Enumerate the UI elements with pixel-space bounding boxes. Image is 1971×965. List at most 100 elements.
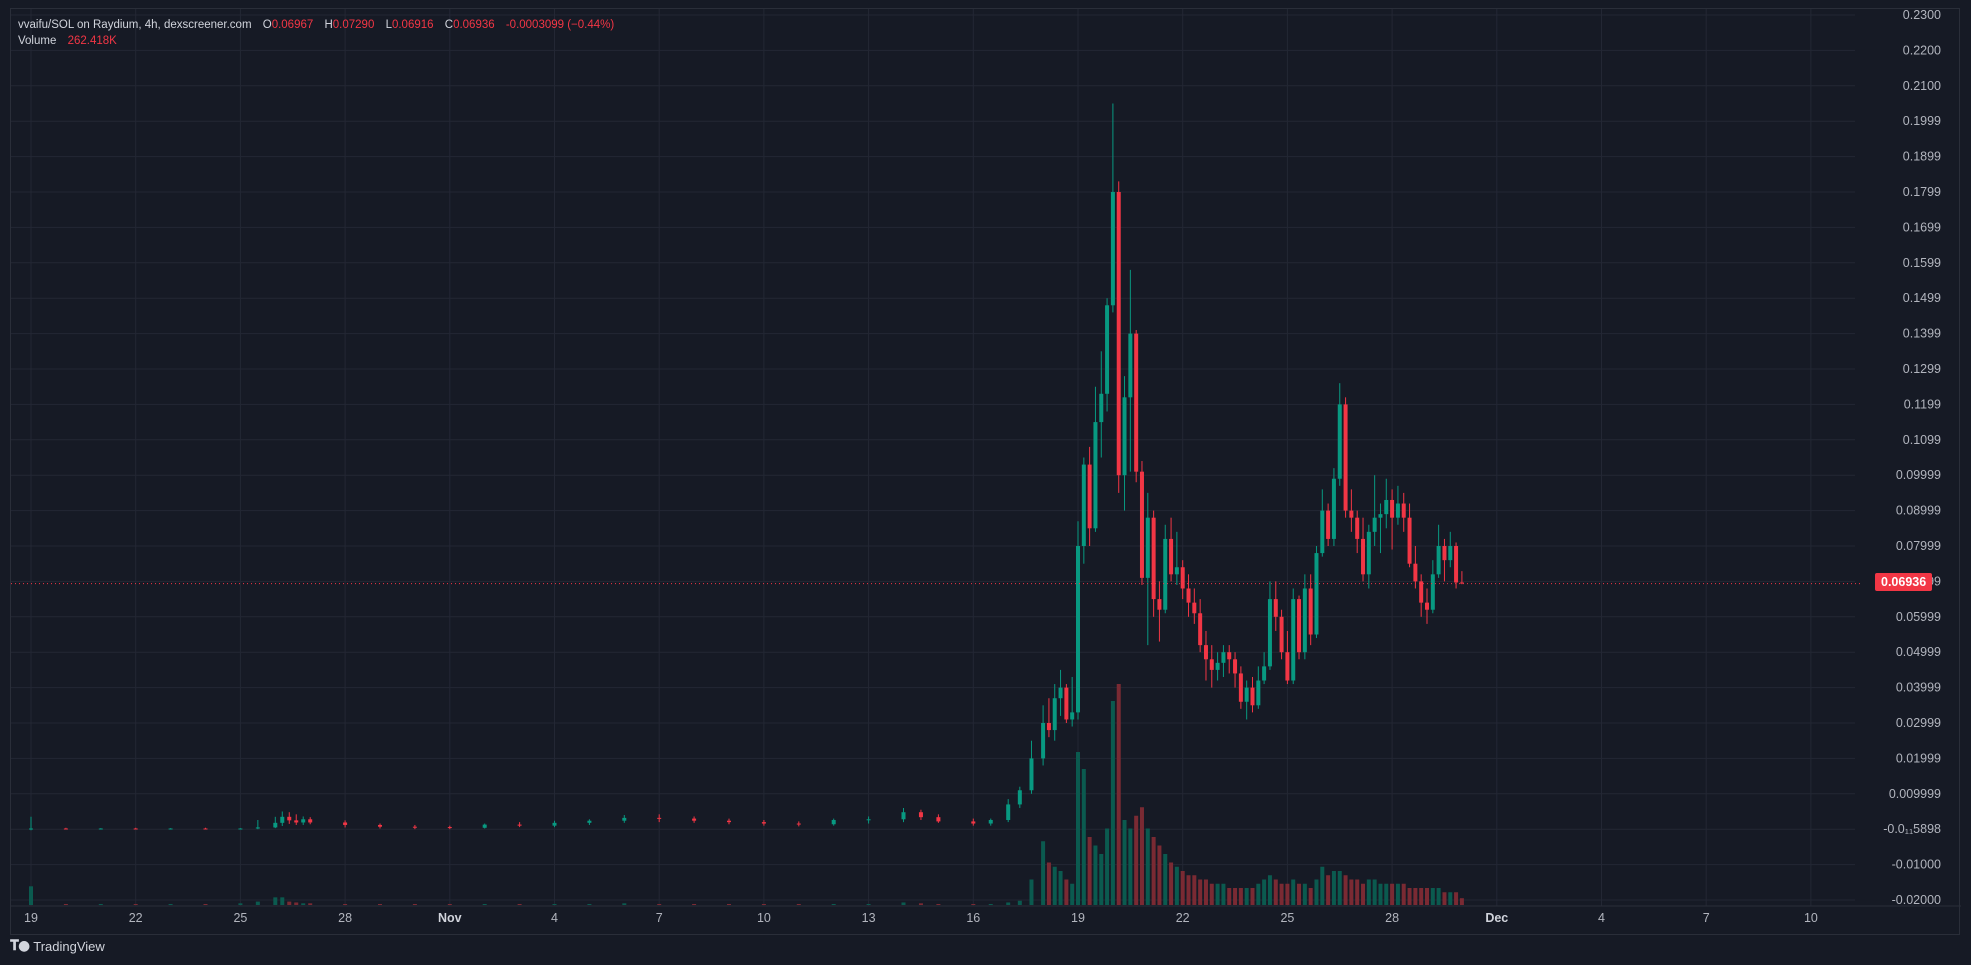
volume-bar xyxy=(1314,879,1319,905)
y-tick-label: 0.08999 xyxy=(1896,504,1941,518)
y-axis: 0.2300 0.2200 0.2100 0.1999 0.1899 0.1799 0.16… xyxy=(1883,9,1941,907)
candle-body xyxy=(1122,397,1127,476)
candle-body xyxy=(168,828,173,830)
price-chart[interactable]: 0.2300 0.2200 0.2100 0.1999 0.1899 0.1799 0.16… xyxy=(11,9,1961,936)
candle-body xyxy=(1017,790,1022,805)
y-tick-label: 0.1899 xyxy=(1903,150,1941,164)
y-tick-label: 0.2300 xyxy=(1903,9,1941,22)
volume-bar xyxy=(203,904,208,905)
y-tick-label: 0.1499 xyxy=(1903,291,1941,305)
candle-body xyxy=(918,812,923,818)
candle-body xyxy=(1186,588,1191,603)
candle-body xyxy=(1105,305,1110,394)
candle-body xyxy=(301,819,306,823)
volume-bar xyxy=(294,902,299,905)
x-tick-label: 16 xyxy=(966,911,980,925)
volume-bar xyxy=(1337,871,1342,905)
candle-body xyxy=(1442,546,1447,561)
volume-bar xyxy=(552,904,557,905)
candle-body xyxy=(1244,687,1249,702)
volume-bar xyxy=(1361,883,1366,905)
volume-bar xyxy=(1320,866,1325,905)
y-tick-label: 0.1399 xyxy=(1903,327,1941,341)
volume-bar xyxy=(1285,883,1290,905)
candle-body xyxy=(831,819,836,825)
volume-bar xyxy=(1233,888,1238,905)
volume-bar xyxy=(1099,854,1104,905)
volume-bar xyxy=(1349,879,1354,905)
candle-body xyxy=(1046,723,1051,731)
volume-layer xyxy=(29,684,1464,905)
candle-body xyxy=(1285,652,1290,681)
x-tick-label: 22 xyxy=(1176,911,1190,925)
y-tick-label: 0.1099 xyxy=(1903,433,1941,447)
y-tick-label: 0.1299 xyxy=(1903,362,1941,376)
volume-bar xyxy=(517,904,522,905)
candle-layer xyxy=(11,103,1861,831)
candle-body xyxy=(657,817,662,819)
volume-bar xyxy=(447,904,452,905)
candle-body xyxy=(1099,393,1104,423)
high-value: 0.07290 xyxy=(332,19,375,31)
candle-body xyxy=(1407,517,1412,564)
y-tick-label: 0.2200 xyxy=(1903,43,1941,57)
candle-body xyxy=(1081,464,1086,546)
volume-bar xyxy=(1262,879,1267,905)
candle-body xyxy=(1430,574,1435,610)
x-axis: 19 22 25 28 Nov 4 7 10 13 16 19 22 25 28 Dec 4 7 10 xyxy=(11,905,1961,925)
candle-body xyxy=(1448,546,1453,561)
x-tick-label: Nov xyxy=(438,911,462,925)
candle-body xyxy=(1273,599,1278,617)
candle-body xyxy=(1029,758,1034,791)
y-tick-label: -0.0₁₁5898 xyxy=(1883,822,1941,836)
volume-bar xyxy=(1326,875,1331,905)
volume-bar xyxy=(1459,898,1464,905)
candle-body xyxy=(1134,333,1139,472)
volume-bar xyxy=(1436,888,1441,905)
volume-bar xyxy=(1174,866,1179,905)
volume-bar xyxy=(63,904,68,905)
chart-frame[interactable]: 0.2300 0.2200 0.2100 0.1999 0.1899 0.1799 0.16… xyxy=(10,8,1961,936)
tradingview-logo-icon: 𝐓● xyxy=(10,938,30,954)
low-value: 0.06916 xyxy=(391,19,434,31)
volume-bar xyxy=(1448,892,1453,905)
close-label: C xyxy=(444,19,454,31)
candle-body xyxy=(1320,510,1325,554)
tradingview-brand[interactable]: 𝐓● TradingView xyxy=(10,938,105,954)
candle-body xyxy=(1174,567,1179,575)
volume-label[interactable]: Volume xyxy=(18,35,57,47)
volume-bar xyxy=(1198,879,1203,905)
volume-bar xyxy=(482,904,487,905)
candle-body xyxy=(1227,652,1232,660)
candle-body xyxy=(280,816,285,823)
x-tick-label: 10 xyxy=(757,911,771,925)
volume-bar xyxy=(831,904,836,905)
x-tick-label: 7 xyxy=(1703,911,1710,925)
candle-body xyxy=(203,828,208,830)
volume-bar xyxy=(1151,837,1156,905)
candle-body xyxy=(294,820,299,823)
volume-bar xyxy=(1076,752,1080,905)
y-tick-label: 0.03999 xyxy=(1896,681,1941,695)
candle-body xyxy=(1308,588,1313,635)
volume-bar xyxy=(866,904,871,905)
candle-body xyxy=(273,822,278,828)
volume-bar xyxy=(657,904,662,905)
volume-bar xyxy=(692,904,697,905)
candle-body xyxy=(1064,687,1069,720)
candle-body xyxy=(1233,659,1238,674)
volume-bar xyxy=(971,904,976,905)
y-tick-label: 0.1599 xyxy=(1903,256,1941,270)
candle-body xyxy=(63,828,68,830)
candle-body xyxy=(1145,517,1150,578)
candle-body xyxy=(1151,517,1156,600)
volume-bar xyxy=(1105,828,1110,905)
candle-body xyxy=(1157,599,1162,610)
candle-body xyxy=(238,828,243,830)
open-label: O xyxy=(262,19,272,31)
symbol-label[interactable]: vvaifu/SOL on Raydium, 4h, dexscreener.c… xyxy=(18,19,252,31)
candle-body xyxy=(1262,666,1267,681)
volume-bar xyxy=(1052,866,1057,905)
volume-bar xyxy=(280,897,285,905)
y-tick-label: 0.05999 xyxy=(1896,610,1941,624)
